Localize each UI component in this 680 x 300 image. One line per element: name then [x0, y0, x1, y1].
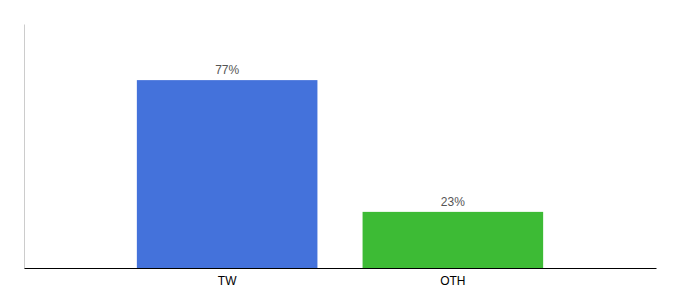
bars: [137, 80, 543, 268]
x-tick: TW: [218, 274, 237, 288]
y-axis: [24, 25, 25, 269]
x-tick-label: TW: [218, 274, 237, 288]
chart-container: TW OTH 77% 23%: [0, 0, 680, 300]
x-axis-line: [25, 268, 657, 269]
x-tick-label: OTH: [440, 274, 465, 288]
chart: TW OTH 77% 23%: [0, 0, 680, 300]
bar: [363, 212, 544, 268]
x-axis: TW OTH: [25, 269, 657, 288]
data-labels: 77% 23%: [215, 63, 465, 209]
bar: [137, 80, 318, 268]
x-tick: OTH: [440, 274, 465, 288]
plot-area: TW OTH 77% 23%: [25, 25, 657, 288]
data-label: 23%: [441, 195, 465, 209]
data-label: 77%: [215, 63, 239, 77]
y-axis-line: [24, 25, 25, 269]
